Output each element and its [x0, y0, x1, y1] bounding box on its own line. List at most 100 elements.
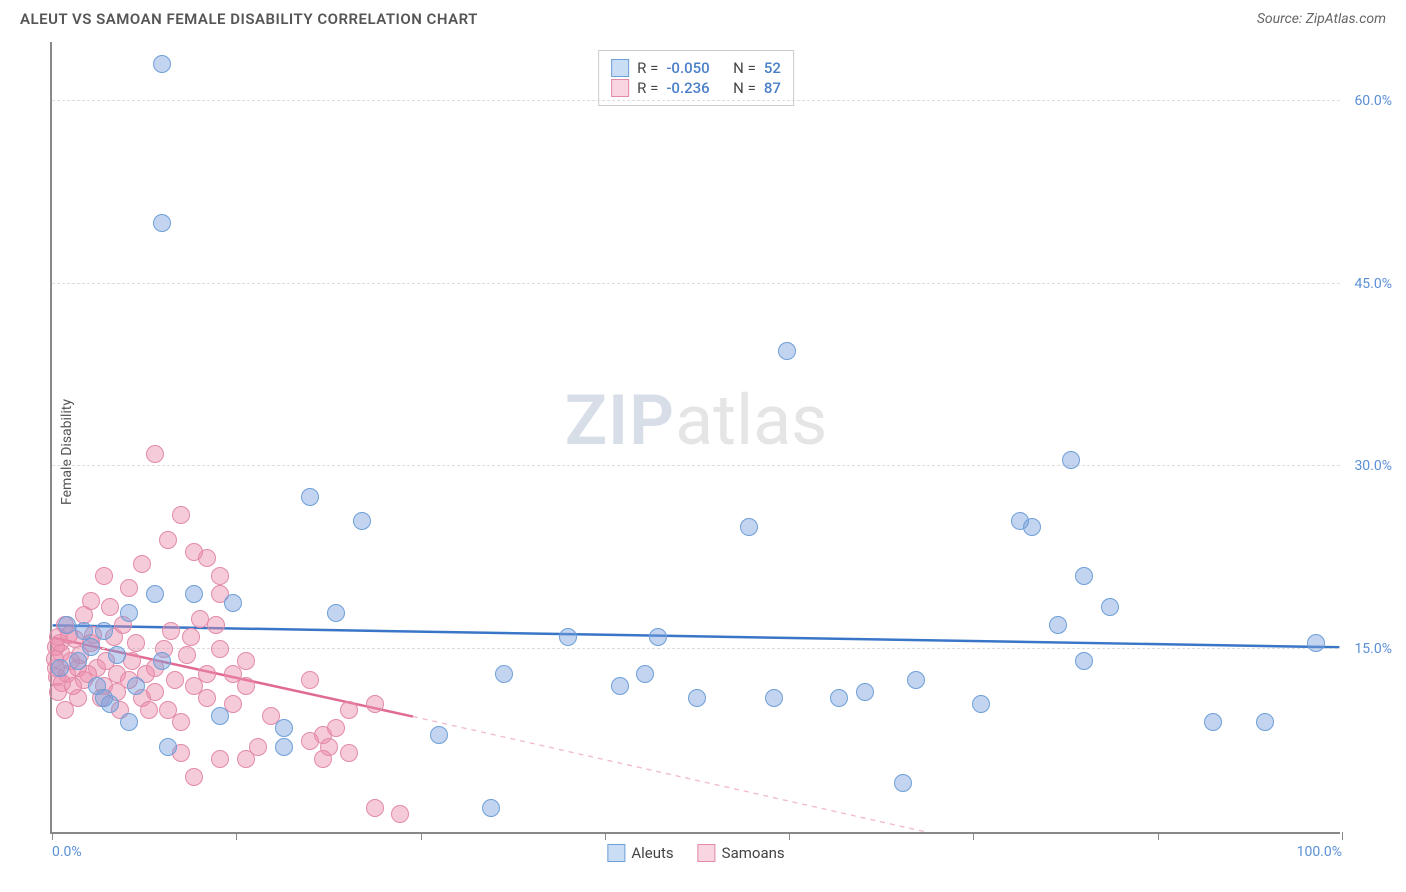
scatter-point-samoan: [211, 567, 229, 585]
swatch-aleuts: [611, 59, 629, 77]
scatter-point-aleut: [82, 638, 100, 656]
scatter-point-aleut: [495, 665, 513, 683]
scatter-point-samoan: [314, 750, 332, 768]
scatter-point-aleut: [108, 646, 126, 664]
scatter-point-samoan: [198, 689, 216, 707]
y-tick-label: 15.0%: [1354, 641, 1392, 657]
scatter-point-aleut: [185, 585, 203, 603]
scatter-point-aleut: [1062, 451, 1080, 469]
scatter-point-aleut: [688, 689, 706, 707]
legend-item-aleuts: Aleuts: [607, 844, 673, 862]
scatter-point-samoan: [140, 701, 158, 719]
scatter-point-samoan: [237, 750, 255, 768]
gridline: [52, 100, 1340, 101]
scatter-point-samoan: [56, 701, 74, 719]
swatch-samoans: [698, 844, 716, 862]
scatter-point-aleut: [649, 628, 667, 646]
scatter-point-samoan: [207, 616, 225, 634]
x-tick: [236, 832, 237, 840]
legend-item-samoans: Samoans: [698, 844, 785, 862]
scatter-point-aleut: [1256, 713, 1274, 731]
plot-region: ZIPatlas R = -0.050 N = 52 R = -0.236 N …: [50, 42, 1340, 834]
y-tick-label: 30.0%: [1354, 458, 1392, 474]
scatter-point-aleut: [51, 659, 69, 677]
scatter-point-aleut: [120, 713, 138, 731]
x-tick: [789, 832, 790, 840]
scatter-point-samoan: [146, 445, 164, 463]
scatter-point-aleut: [856, 683, 874, 701]
gridline: [52, 465, 1340, 466]
scatter-point-aleut: [353, 512, 371, 530]
scatter-point-aleut: [1101, 598, 1119, 616]
scatter-point-aleut: [1049, 616, 1067, 634]
scatter-point-samoan: [64, 677, 82, 695]
scatter-point-aleut: [327, 604, 345, 622]
scatter-point-aleut: [301, 488, 319, 506]
scatter-point-samoan: [172, 713, 190, 731]
scatter-point-samoan: [120, 579, 138, 597]
swatch-aleuts: [607, 844, 625, 862]
scatter-point-samoan: [366, 695, 384, 713]
scatter-point-aleut: [972, 695, 990, 713]
scatter-point-aleut: [830, 689, 848, 707]
scatter-point-aleut: [146, 585, 164, 603]
scatter-point-samoan: [211, 640, 229, 658]
scatter-point-samoan: [237, 677, 255, 695]
scatter-point-aleut: [69, 652, 87, 670]
scatter-point-aleut: [275, 738, 293, 756]
gridline: [52, 648, 1340, 649]
scatter-point-samoan: [185, 543, 203, 561]
scatter-point-aleut: [907, 671, 925, 689]
scatter-point-aleut: [894, 774, 912, 792]
scatter-point-aleut: [95, 689, 113, 707]
scatter-point-aleut: [120, 604, 138, 622]
scatter-point-aleut: [778, 342, 796, 360]
scatter-point-samoan: [340, 701, 358, 719]
scatter-point-samoan: [366, 799, 384, 817]
scatter-point-aleut: [1204, 713, 1222, 731]
scatter-point-samoan: [172, 506, 190, 524]
scatter-point-aleut: [611, 677, 629, 695]
y-tick-label: 60.0%: [1354, 93, 1392, 109]
stats-row-aleuts: R = -0.050 N = 52: [611, 59, 781, 77]
scatter-point-samoan: [166, 671, 184, 689]
scatter-point-samoan: [95, 567, 113, 585]
scatter-point-aleut: [1307, 634, 1325, 652]
scatter-point-samoan: [146, 683, 164, 701]
watermark: ZIPatlas: [565, 380, 828, 462]
scatter-point-aleut: [275, 719, 293, 737]
scatter-point-samoan: [127, 634, 145, 652]
x-tick: [1158, 832, 1159, 840]
x-tick: [605, 832, 606, 840]
scatter-point-samoan: [101, 598, 119, 616]
scatter-point-samoan: [391, 805, 409, 823]
scatter-point-aleut: [153, 652, 171, 670]
scatter-point-aleut: [1075, 652, 1093, 670]
scatter-point-aleut: [482, 799, 500, 817]
x-tick: [973, 832, 974, 840]
x-tick: [421, 832, 422, 840]
scatter-point-samoan: [327, 719, 345, 737]
scatter-point-samoan: [185, 768, 203, 786]
scatter-point-samoan: [237, 652, 255, 670]
gridline: [52, 283, 1340, 284]
scatter-point-aleut: [159, 738, 177, 756]
x-tick-label: 100.0%: [1297, 844, 1342, 860]
scatter-point-samoan: [301, 671, 319, 689]
scatter-point-aleut: [430, 726, 448, 744]
scatter-point-samoan: [159, 531, 177, 549]
swatch-samoans: [611, 79, 629, 97]
x-tick-label: 0.0%: [52, 844, 82, 860]
x-tick: [52, 832, 53, 840]
source-attribution: Source: ZipAtlas.com: [1257, 11, 1386, 27]
scatter-point-aleut: [636, 665, 654, 683]
scatter-point-aleut: [127, 677, 145, 695]
scatter-point-samoan: [162, 622, 180, 640]
scatter-point-samoan: [133, 555, 151, 573]
stats-row-samoans: R = -0.236 N = 87: [611, 79, 781, 97]
trend-line: [53, 625, 1340, 647]
scatter-point-aleut: [559, 628, 577, 646]
scatter-point-aleut: [740, 518, 758, 536]
chart-title: ALEUT VS SAMOAN FEMALE DISABILITY CORREL…: [20, 10, 478, 28]
scatter-point-aleut: [95, 622, 113, 640]
